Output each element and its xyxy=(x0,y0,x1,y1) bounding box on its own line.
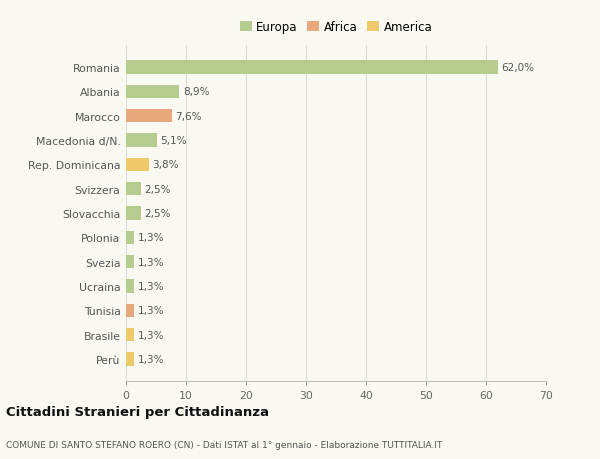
Bar xyxy=(126,158,149,172)
Text: 1,3%: 1,3% xyxy=(137,306,164,315)
Text: 1,3%: 1,3% xyxy=(137,233,164,243)
Bar xyxy=(126,255,134,269)
Text: COMUNE DI SANTO STEFANO ROERO (CN) - Dati ISTAT al 1° gennaio - Elaborazione TUT: COMUNE DI SANTO STEFANO ROERO (CN) - Dat… xyxy=(6,441,442,449)
Bar xyxy=(126,231,134,244)
Text: 2,5%: 2,5% xyxy=(145,208,171,218)
Text: 62,0%: 62,0% xyxy=(502,63,535,73)
Bar xyxy=(126,134,157,147)
Bar xyxy=(126,353,134,366)
Text: 5,1%: 5,1% xyxy=(160,135,187,146)
Text: 1,3%: 1,3% xyxy=(137,257,164,267)
Bar xyxy=(126,85,179,99)
Text: 7,6%: 7,6% xyxy=(175,112,202,121)
Text: 1,3%: 1,3% xyxy=(137,281,164,291)
Text: 3,8%: 3,8% xyxy=(152,160,179,170)
Text: 8,9%: 8,9% xyxy=(183,87,209,97)
Legend: Europa, Africa, America: Europa, Africa, America xyxy=(238,18,434,36)
Bar xyxy=(126,183,141,196)
Bar xyxy=(126,207,141,220)
Bar xyxy=(126,304,134,317)
Text: 2,5%: 2,5% xyxy=(145,184,171,194)
Bar xyxy=(126,110,172,123)
Bar xyxy=(126,280,134,293)
Text: Cittadini Stranieri per Cittadinanza: Cittadini Stranieri per Cittadinanza xyxy=(6,405,269,419)
Text: 1,3%: 1,3% xyxy=(137,330,164,340)
Bar xyxy=(126,61,498,74)
Bar xyxy=(126,328,134,341)
Text: 1,3%: 1,3% xyxy=(137,354,164,364)
